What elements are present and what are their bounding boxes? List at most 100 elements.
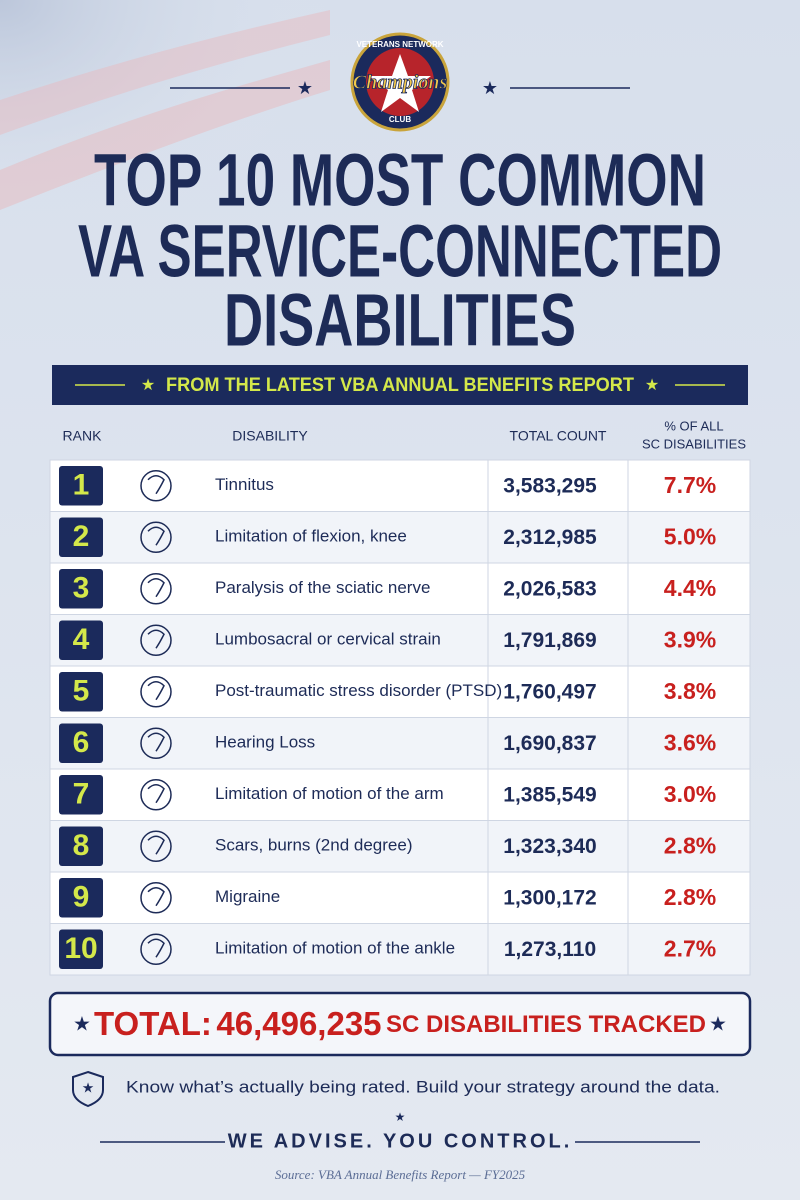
rank-badge	[59, 569, 103, 609]
table-row	[49, 768, 751, 821]
percent: 3.8%	[664, 678, 716, 704]
row-icon	[147, 475, 165, 495]
total-count: 1,760,497	[503, 680, 596, 703]
row-icon	[140, 882, 172, 914]
rank-badge	[59, 826, 103, 866]
rank: 10	[64, 932, 97, 965]
row-icon	[147, 578, 165, 598]
column-header: DISABILITY	[232, 428, 308, 444]
subtitle-banner	[52, 365, 748, 405]
row-icon	[140, 727, 172, 759]
percent: 2.7%	[664, 935, 716, 961]
star: ★	[141, 377, 155, 394]
total-count: 3,583,295	[503, 474, 597, 497]
row-icon	[140, 830, 172, 862]
total-suffix: SC DISABILITIES TRACKED	[386, 1011, 706, 1038]
total-count: 2,026,583	[503, 577, 596, 600]
star: ★	[82, 1080, 95, 1096]
percent: 7.7%	[664, 472, 716, 498]
row-icon	[147, 784, 165, 804]
row-icon	[147, 938, 165, 958]
row-icon	[147, 681, 165, 701]
table-row	[49, 665, 751, 718]
rank-badge	[59, 620, 103, 660]
column-header: SC DISABILITIES	[642, 436, 746, 451]
table-row	[49, 562, 751, 615]
rank: 4	[73, 623, 90, 656]
percent: 2.8%	[664, 884, 716, 910]
title-line: TOP 10 MOST COMMON	[94, 139, 706, 222]
table-row	[49, 614, 751, 667]
rank-badge	[59, 775, 103, 815]
row-icon	[147, 887, 165, 907]
table-row	[49, 459, 751, 512]
rank-badge	[59, 672, 103, 712]
rank-badge	[59, 723, 103, 763]
source: Source: VBA Annual Benefits Report — FY2…	[275, 1167, 526, 1182]
rank: 5	[73, 675, 90, 708]
row-icon	[140, 676, 172, 708]
star: ★	[297, 78, 313, 98]
rank: 3	[73, 572, 90, 605]
rank: 1	[73, 469, 90, 502]
rank-badge	[59, 929, 103, 969]
percent: 3.0%	[664, 781, 716, 807]
total-line: TOTAL: 46,496,235 SC DISABILITIES TRACKE…	[94, 1005, 706, 1042]
total-count: 1,273,110	[504, 938, 596, 961]
rank-badge	[59, 466, 103, 506]
percent: 5.0%	[664, 523, 716, 549]
rank: 9	[73, 881, 90, 914]
total-value: 46,496,235	[216, 1005, 381, 1042]
disability: Lumbosacral or cervical strain	[215, 630, 441, 649]
row-icon	[147, 732, 165, 752]
row-icon	[147, 629, 165, 649]
percent: 4.4%	[664, 575, 716, 601]
table-row	[49, 871, 751, 924]
table: 1 Tinnitus 3,583,295 7.7% 2 Limitation of fle…	[49, 459, 751, 976]
star: ★	[645, 377, 659, 394]
motto: WE ADVISE. YOU CONTROL.	[228, 1130, 573, 1152]
star: ★	[482, 78, 498, 98]
title-line: DISABILITIES	[224, 279, 576, 362]
disability: Migraine	[215, 887, 280, 906]
rank-badge	[59, 517, 103, 557]
logo-star	[369, 54, 431, 112]
total-count: 1,385,549	[503, 783, 596, 806]
table-row	[49, 820, 751, 873]
subtitle: FROM THE LATEST VBA ANNUAL BENEFITS REPO…	[166, 375, 634, 396]
logo-bottom: CLUB	[389, 115, 411, 124]
percent: 3.9%	[664, 626, 716, 652]
percent: 2.8%	[664, 832, 716, 858]
row-icon	[140, 573, 172, 605]
logo-middle: Champions	[353, 72, 448, 94]
tagline: Know what’s actually being rated. Build …	[126, 1077, 720, 1096]
flag-stripe	[0, 10, 330, 135]
rank-badge	[59, 878, 103, 918]
rank: 6	[73, 726, 90, 759]
column-header: RANK	[63, 428, 103, 444]
logo-top: VETERANS NETWORK	[356, 40, 443, 49]
total-box	[48, 991, 752, 1057]
title-line: VA SERVICE-CONNECTED	[78, 210, 722, 293]
disability: Limitation of motion of the ankle	[215, 939, 455, 958]
total-label: TOTAL:	[94, 1005, 212, 1042]
rank: 7	[73, 778, 90, 811]
disability: Tinnitus	[215, 475, 274, 494]
row-icon	[140, 624, 172, 656]
total-count: 2,312,985	[503, 526, 597, 549]
column-header: TOTAL COUNT	[510, 428, 607, 444]
disability: Scars, burns (2nd degree)	[215, 836, 413, 855]
disability: Limitation of flexion, knee	[215, 527, 407, 546]
total-count: 1,300,172	[503, 886, 596, 909]
shield-icon	[72, 1070, 104, 1108]
rank: 8	[73, 829, 90, 862]
disability: Post-traumatic stress disorder (PTSD)	[215, 681, 502, 700]
row-icon	[140, 521, 172, 553]
row-icon	[147, 526, 165, 546]
table-row	[49, 717, 751, 770]
disability: Hearing Loss	[215, 733, 315, 752]
column-header: % OF ALL	[664, 418, 723, 433]
total-count: 1,690,837	[503, 732, 596, 755]
table-row	[49, 923, 751, 976]
